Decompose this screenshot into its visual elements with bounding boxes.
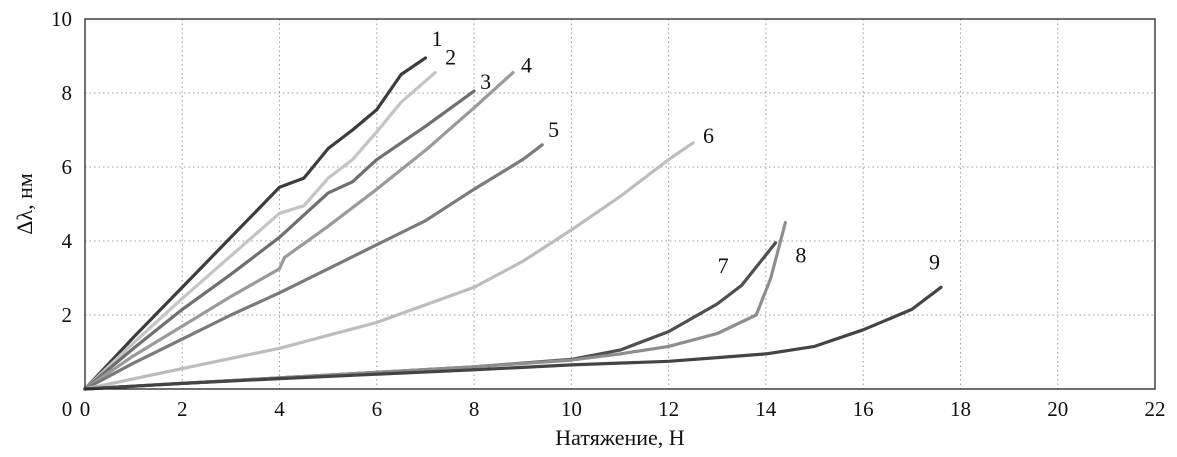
- plot-frame: [84, 18, 1156, 390]
- y-tick-label: 6: [62, 155, 73, 179]
- y-tick-label: 2: [62, 303, 73, 327]
- series-line-9: [83, 285, 943, 391]
- x-tick-label: 22: [1145, 397, 1166, 421]
- x-tick-label: 18: [950, 397, 971, 421]
- grid: [85, 19, 1155, 389]
- x-tick-label: 12: [658, 397, 679, 421]
- y-tick-label: 8: [62, 81, 73, 105]
- x-axis-title: Натяжение, Н: [555, 425, 685, 450]
- series-label-2: 2: [445, 45, 456, 70]
- series-line-3: [83, 89, 476, 391]
- series-line-4: [83, 70, 515, 391]
- series-label-6: 6: [703, 123, 714, 148]
- x-tick-label: 6: [372, 397, 383, 421]
- x-tick-label: 16: [853, 397, 874, 421]
- x-tick-label: 14: [755, 397, 777, 421]
- series-label-9: 9: [929, 249, 940, 274]
- series-label-4: 4: [521, 53, 532, 78]
- x-tick-label: 2: [177, 397, 188, 421]
- series-line-6: [83, 141, 695, 391]
- x-tick-label: 10: [561, 397, 582, 421]
- y-tick-label: 4: [62, 229, 73, 253]
- x-tick-label: 20: [1047, 397, 1068, 421]
- series-label-8: 8: [795, 243, 806, 268]
- series-layer: [83, 56, 943, 391]
- series-label-3: 3: [480, 69, 491, 94]
- series-line-5: [83, 143, 544, 391]
- y-tick-label: 10: [51, 7, 72, 31]
- curve-labels: 123 4 5 6 7 8 9: [431, 26, 940, 278]
- y-axis-title: Δλ, нм: [12, 173, 37, 235]
- x-tick-label: 0: [80, 397, 91, 421]
- series-label-1: 1: [431, 26, 442, 51]
- series-label-5: 5: [548, 117, 559, 142]
- series-line-1: [83, 56, 428, 391]
- x-tick-label: 8: [469, 397, 480, 421]
- series-label-7: 7: [718, 253, 729, 278]
- x-tick-label: 4: [274, 397, 285, 421]
- series-line-2: [83, 70, 437, 391]
- origin-tick-label: 0: [62, 397, 73, 421]
